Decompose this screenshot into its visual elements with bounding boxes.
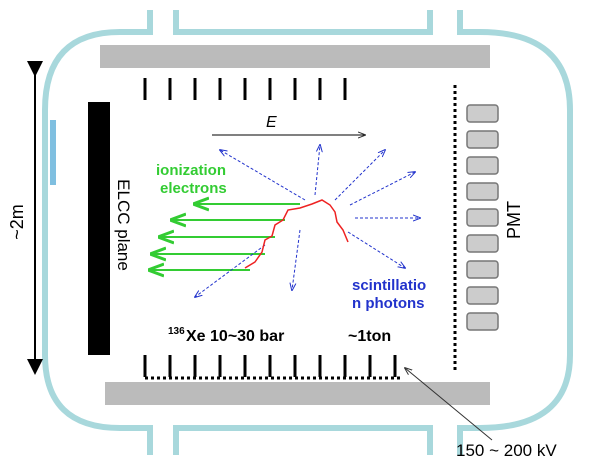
field-label: E xyxy=(266,114,277,131)
vessel xyxy=(42,10,573,455)
scintillation-label: n photons xyxy=(352,295,424,312)
isotope-label: 136 xyxy=(168,326,185,337)
ionization-label: electrons xyxy=(160,180,227,197)
window xyxy=(50,120,56,185)
top-plate xyxy=(100,45,490,68)
scintillation-label: scintillatio xyxy=(352,277,426,294)
elcc-label: ELCC plane xyxy=(114,179,133,271)
field-rings-top xyxy=(143,78,347,100)
bottom-plate xyxy=(105,382,490,405)
ionization-label: ionization xyxy=(156,162,226,179)
voltage-label: 150 ~ 200 kV xyxy=(456,441,557,460)
height-label: ~2m xyxy=(7,204,27,240)
mass-label: ~1ton xyxy=(348,328,391,345)
electron-arrows xyxy=(150,204,300,270)
track xyxy=(244,199,349,269)
voltage-arrow xyxy=(405,368,493,441)
cathode xyxy=(143,355,400,380)
pmt-label: PMT xyxy=(504,201,524,239)
elcc-plate xyxy=(88,102,110,355)
photon-arrows xyxy=(195,145,420,297)
pmt-array xyxy=(466,104,499,331)
gas-label: Xe 10~30 bar xyxy=(186,328,284,345)
